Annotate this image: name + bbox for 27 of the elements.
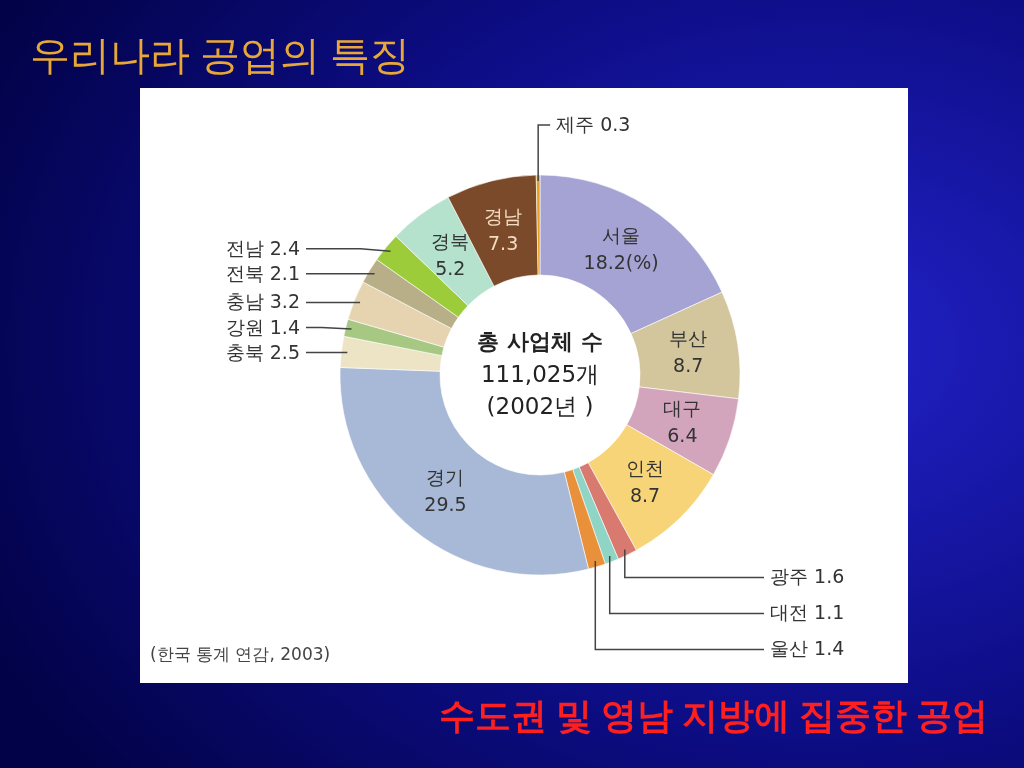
slice-label: 전북 2.1 <box>225 261 300 284</box>
slice-label: 강원 1.4 <box>225 315 300 337</box>
slice-label: 전남 2.4 <box>225 236 300 259</box>
slice-label: 제주 0.3 <box>556 112 631 135</box>
chart-title: 우리나라 공업의 특징 <box>30 33 410 79</box>
text: 수도권 및 영남 지방에 집중한 공업 <box>439 696 988 737</box>
text: 총 사업체 수 111,025개 (2002년 ) <box>477 329 603 419</box>
data-label: 7.3 <box>488 231 519 254</box>
slice-label: 경북 <box>431 229 470 252</box>
slice-label: 대전 1.1 <box>770 600 845 623</box>
data-label: 8.7 <box>673 353 704 376</box>
slice-label: 충남 3.2 <box>225 289 300 312</box>
slice-label: 경남 <box>484 204 523 227</box>
slice-label: 서울 <box>602 223 641 246</box>
data-label: 5.2 <box>435 256 466 279</box>
slice-label: 부산 <box>669 326 708 349</box>
slice-label: 광주 1.6 <box>770 564 845 587</box>
data-label: 18.2(%) <box>583 250 659 273</box>
slice-label: 경기 <box>426 465 465 488</box>
text: (한국 통계 연감, 2003) <box>150 644 331 664</box>
data-label: 29.5 <box>424 492 467 515</box>
slice-label: 대구 <box>663 396 702 419</box>
data-label: 6.4 <box>667 423 698 446</box>
slice-label: 울산 1.4 <box>770 636 845 659</box>
slice-label: 인천 <box>626 456 665 479</box>
slice-label: 충북 2.5 <box>225 340 300 362</box>
data-label: 8.7 <box>629 483 661 506</box>
